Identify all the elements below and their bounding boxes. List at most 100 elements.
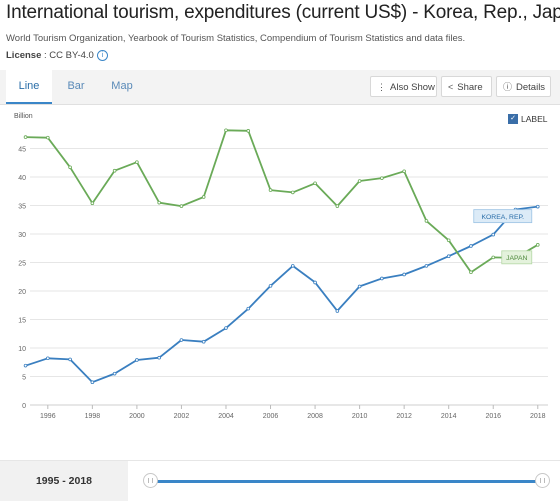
data-point-korea-rep xyxy=(446,254,451,259)
data-point-japan xyxy=(335,204,340,208)
data-point-japan xyxy=(201,195,206,199)
data-point-japan xyxy=(469,270,473,274)
data-point-korea-rep xyxy=(357,284,362,289)
data-point-korea-rep xyxy=(135,358,139,362)
series-line-japan xyxy=(25,129,539,274)
y-tick-label: 5 xyxy=(22,375,26,382)
y-tick-label: 0 xyxy=(22,403,26,410)
data-point-japan xyxy=(446,238,451,243)
data-point-japan xyxy=(179,204,184,208)
data-point-korea-rep xyxy=(335,309,340,313)
data-point-korea-rep xyxy=(290,264,295,268)
data-point-korea-rep xyxy=(535,204,540,209)
license-label: License xyxy=(6,50,42,62)
range-slider-track[interactable] xyxy=(150,480,542,483)
x-tick-label: 2000 xyxy=(129,413,145,420)
x-tick-label: 2002 xyxy=(174,413,190,420)
data-point-korea-rep xyxy=(201,339,206,344)
data-point-japan xyxy=(68,165,72,170)
data-point-japan xyxy=(135,160,139,164)
data-point-korea-rep xyxy=(112,371,117,376)
x-tick-label: 2008 xyxy=(307,413,323,420)
data-point-korea-rep xyxy=(424,264,429,268)
series-label-korea-rep: KOREA, REP. xyxy=(481,214,524,221)
kebab-icon: ⋮ xyxy=(377,82,386,92)
data-point-korea-rep xyxy=(224,326,228,330)
y-tick-label: 30 xyxy=(18,232,26,239)
range-slider-end-handle[interactable] xyxy=(535,473,550,488)
line-chart: Billion 0 5 10 15 20 25 30 35 40 45 1996 1998 2000 200… xyxy=(14,113,548,420)
data-point-korea-rep xyxy=(157,355,161,360)
data-point-korea-rep xyxy=(469,244,473,248)
share-icon: < xyxy=(448,82,454,92)
range-slider-start-handle[interactable] xyxy=(143,473,158,488)
y-tick-label: 35 xyxy=(18,204,26,211)
series-line-korea-rep xyxy=(25,205,538,384)
data-point-japan xyxy=(380,176,384,180)
y-tick-label: 45 xyxy=(18,147,26,154)
data-point-japan xyxy=(402,169,406,174)
data-point-korea-rep xyxy=(380,276,384,281)
data-point-japan xyxy=(246,129,251,133)
data-point-korea-rep xyxy=(90,380,95,385)
data-point-korea-rep xyxy=(179,338,184,342)
also-show-label: Also Show xyxy=(390,82,435,93)
x-tick-label: 2014 xyxy=(441,413,457,420)
series-label-box-korea-rep xyxy=(473,209,533,224)
data-point-korea-rep xyxy=(68,357,72,362)
data-point-korea-rep xyxy=(313,280,317,285)
tab-bar-chart[interactable]: Bar xyxy=(67,80,85,92)
x-tick-label: 2012 xyxy=(396,413,412,420)
tab-line[interactable]: Line xyxy=(6,70,52,104)
series-label-box-japan xyxy=(501,250,533,265)
y-axis-label: Billion xyxy=(14,113,33,120)
tab-bar: Line Bar Map ⋮ Also Show < Share ⓘ Details xyxy=(0,70,560,105)
data-point-korea-rep xyxy=(23,363,28,368)
data-point-japan xyxy=(112,168,117,173)
details-label: Details xyxy=(516,82,546,93)
x-tick-label: 2018 xyxy=(530,413,546,420)
data-point-japan xyxy=(224,128,228,133)
source-text: World Tourism Organization, Yearbook of … xyxy=(6,33,466,44)
data-point-korea-rep xyxy=(402,272,406,277)
x-tick-label: 2004 xyxy=(218,413,234,420)
details-button[interactable]: ⓘ Details xyxy=(496,76,551,97)
data-point-japan xyxy=(535,243,540,247)
data-point-japan xyxy=(46,135,50,140)
range-bar: 1995 - 2018 xyxy=(0,460,560,501)
share-label: Share xyxy=(457,82,483,93)
license-line: License : CC BY-4.0 i xyxy=(6,50,108,61)
x-tick-label: 1996 xyxy=(40,413,56,420)
x-tick-label: 2006 xyxy=(263,413,279,420)
data-point-japan xyxy=(23,135,28,139)
x-tick-label: 2016 xyxy=(485,413,501,420)
page-title: International tourism, expenditures (cur… xyxy=(6,2,560,23)
data-point-japan xyxy=(424,219,429,223)
label-toggle[interactable]: ✓ LABEL xyxy=(508,114,547,124)
y-tick-label: 10 xyxy=(18,346,26,353)
data-point-japan xyxy=(357,179,362,183)
data-point-japan xyxy=(268,188,273,192)
data-point-japan xyxy=(290,190,295,195)
license-value[interactable]: : CC BY-4.0 xyxy=(44,50,94,62)
data-point-korea-rep xyxy=(46,356,50,361)
y-tick-label: 20 xyxy=(18,289,26,296)
y-tick-label: 40 xyxy=(18,175,26,182)
also-show-button[interactable]: ⋮ Also Show xyxy=(370,76,437,97)
checkbox-icon[interactable]: ✓ xyxy=(508,114,518,124)
share-button[interactable]: < Share xyxy=(441,76,492,97)
data-point-japan xyxy=(313,181,317,186)
data-point-korea-rep xyxy=(268,284,273,288)
series-label-japan: JAPAN xyxy=(506,255,527,262)
range-label: 1995 - 2018 xyxy=(0,461,128,501)
data-point-korea-rep xyxy=(246,306,251,311)
info-icon[interactable]: i xyxy=(96,50,108,61)
data-point-japan xyxy=(491,255,496,260)
data-point-japan xyxy=(157,200,161,205)
data-point-japan xyxy=(90,201,95,206)
x-tick-label: 2010 xyxy=(352,413,368,420)
y-tick-label: 15 xyxy=(18,318,26,325)
data-point-korea-rep xyxy=(491,232,496,237)
info-circle-icon: ⓘ xyxy=(503,82,513,92)
tab-map[interactable]: Map xyxy=(111,80,133,92)
